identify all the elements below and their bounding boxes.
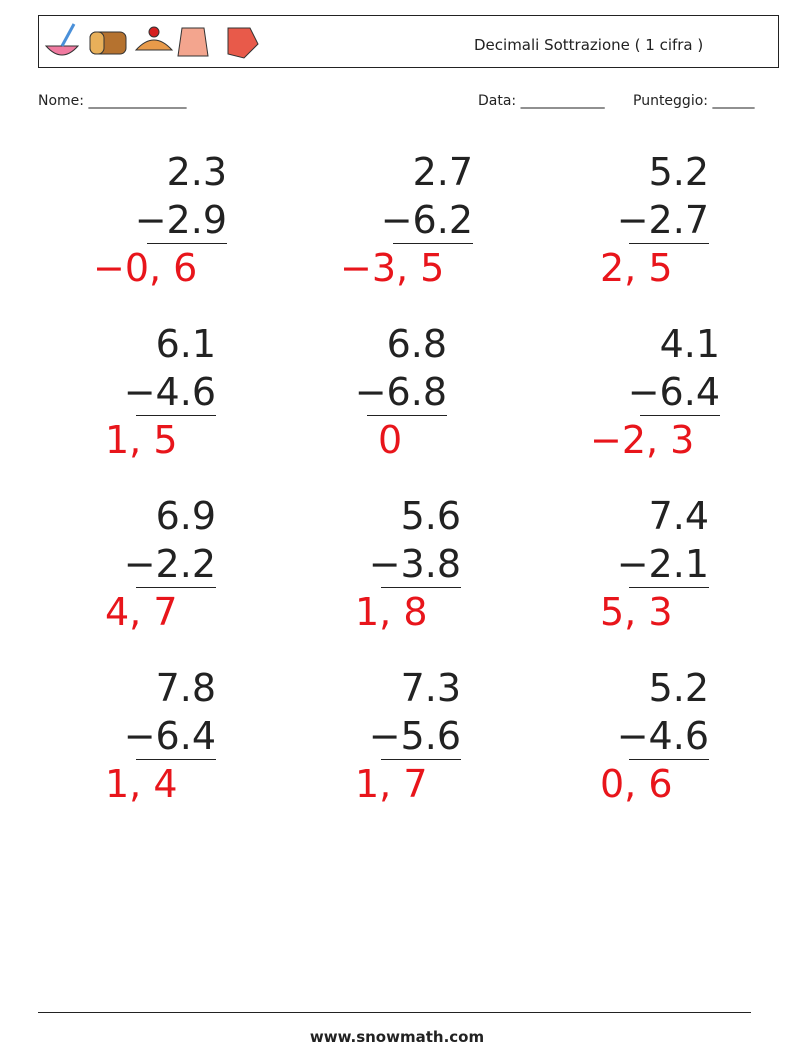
answer: 1, 4 bbox=[105, 762, 178, 806]
answer-line bbox=[367, 415, 447, 416]
answer-line bbox=[640, 415, 720, 416]
minuend: 5.2 bbox=[648, 666, 709, 710]
answer: 1, 8 bbox=[355, 590, 428, 634]
answer: −2, 3 bbox=[590, 418, 695, 462]
subtrahend: −3.8 bbox=[368, 542, 461, 586]
minuend: 5.2 bbox=[648, 150, 709, 194]
subtrahend: −2.9 bbox=[134, 198, 227, 242]
subtrahend: −6.4 bbox=[123, 714, 216, 758]
answer: 1, 5 bbox=[105, 418, 178, 462]
answer: −3, 5 bbox=[340, 246, 445, 290]
answer-line bbox=[147, 243, 227, 244]
subtrahend: −6.8 bbox=[354, 370, 447, 414]
name-field: Nome: ______________ bbox=[38, 93, 187, 109]
answer: −0, 6 bbox=[93, 246, 198, 290]
answer-line bbox=[381, 759, 461, 760]
header-box bbox=[38, 15, 779, 68]
subtrahend: −2.7 bbox=[616, 198, 709, 242]
minuend: 4.1 bbox=[659, 322, 720, 366]
subtrahend: −4.6 bbox=[616, 714, 709, 758]
answer: 0 bbox=[378, 418, 403, 462]
answer-line bbox=[136, 415, 216, 416]
answer-line bbox=[393, 243, 473, 244]
minuend: 6.1 bbox=[155, 322, 216, 366]
subtrahend: −2.1 bbox=[616, 542, 709, 586]
answer: 4, 7 bbox=[105, 590, 178, 634]
answer: 2, 5 bbox=[600, 246, 673, 290]
minuend: 7.4 bbox=[648, 494, 709, 538]
answer-line bbox=[136, 759, 216, 760]
answer-line bbox=[629, 587, 709, 588]
minuend: 6.8 bbox=[386, 322, 447, 366]
minuend: 5.6 bbox=[400, 494, 461, 538]
date-field: Data: ____________ bbox=[478, 93, 605, 109]
subtrahend: −6.2 bbox=[380, 198, 473, 242]
subtrahend: −4.6 bbox=[123, 370, 216, 414]
header-icons bbox=[44, 23, 259, 59]
answer: 0, 6 bbox=[600, 762, 673, 806]
minuend: 7.3 bbox=[400, 666, 461, 710]
score-field: Punteggio: ______ bbox=[633, 93, 755, 109]
title: Decimali Sottrazione ( 1 cifra ) bbox=[474, 36, 704, 54]
answer: 1, 7 bbox=[355, 762, 428, 806]
answer-line bbox=[136, 587, 216, 588]
subtrahend: −6.4 bbox=[627, 370, 720, 414]
answer-line bbox=[629, 759, 709, 760]
subtrahend: −2.2 bbox=[123, 542, 216, 586]
footer-rule bbox=[38, 1012, 751, 1013]
minuend: 6.9 bbox=[155, 494, 216, 538]
subtrahend: −5.6 bbox=[368, 714, 461, 758]
answer-line bbox=[629, 243, 709, 244]
answer-line bbox=[381, 587, 461, 588]
footer-site: www.snowmath.com bbox=[309, 1028, 485, 1046]
minuend: 7.8 bbox=[155, 666, 216, 710]
answer: 5, 3 bbox=[600, 590, 673, 634]
minuend: 2.3 bbox=[166, 150, 227, 194]
minuend: 2.7 bbox=[412, 150, 473, 194]
